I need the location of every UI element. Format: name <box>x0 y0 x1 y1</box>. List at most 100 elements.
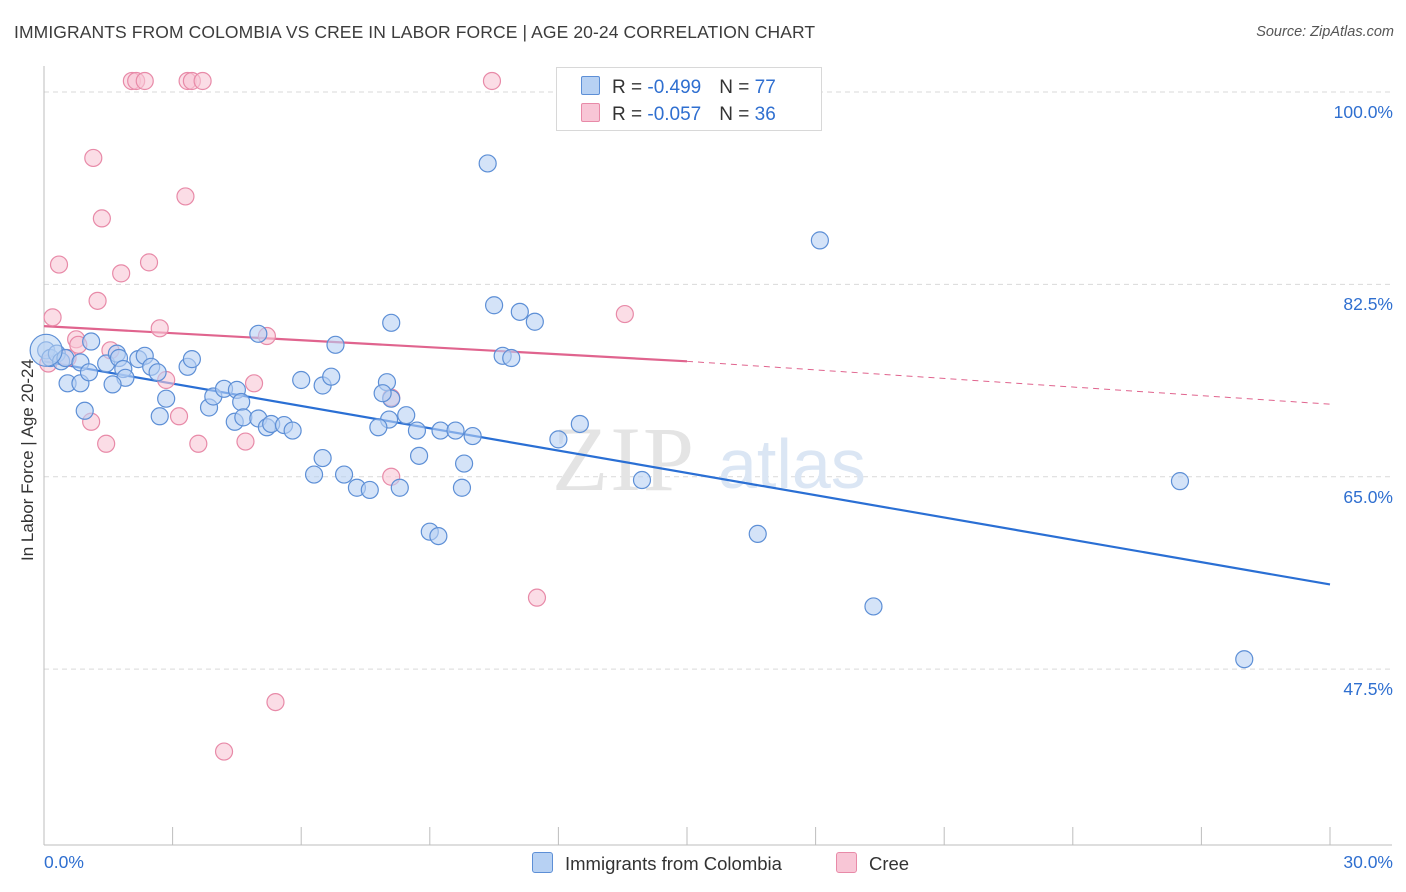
point-colombia <box>148 363 167 382</box>
point-colombia <box>373 384 392 403</box>
point-colombia <box>478 154 497 173</box>
point-colombia <box>632 470 652 490</box>
point-colombia <box>304 465 324 484</box>
legend-swatch-blue <box>532 852 553 873</box>
point-colombia <box>463 426 482 446</box>
legend-row-cree: R = -0.057 N = 36 <box>581 103 776 125</box>
legend-swatch-pink <box>581 103 600 122</box>
point-colombia <box>292 370 311 390</box>
point-colombia <box>407 421 427 440</box>
point-cree <box>193 71 212 91</box>
point-colombia <box>79 363 99 382</box>
legend-label-cree: Cree <box>869 853 910 874</box>
point-colombia <box>326 335 345 354</box>
point-colombia <box>570 414 589 434</box>
point-cree <box>84 148 103 168</box>
point-colombia <box>397 406 416 425</box>
point-colombia-cluster <box>29 333 63 367</box>
y-tick-label: 65.0% <box>1343 486 1393 507</box>
point-colombia <box>150 407 169 426</box>
point-colombia <box>1170 472 1190 491</box>
point-cree <box>169 407 189 426</box>
point-colombia <box>409 446 429 465</box>
bottom-legend-colombia[interactable]: Immigrants from Colombia <box>532 852 782 875</box>
legend-swatch-pink <box>836 852 857 873</box>
y-tick-label: 82.5% <box>1343 294 1393 315</box>
point-colombia <box>452 478 472 497</box>
trend-line-cree-extension <box>686 360 1331 405</box>
point-cree <box>189 434 208 453</box>
point-colombia <box>232 392 251 412</box>
point-cree <box>266 692 285 712</box>
point-colombia <box>485 296 504 315</box>
point-colombia <box>234 408 253 427</box>
legend-r-label: R = <box>612 104 648 125</box>
point-colombia <box>360 480 379 500</box>
point-colombia <box>82 332 101 351</box>
point-cree <box>176 187 195 206</box>
point-colombia <box>810 231 829 250</box>
point-colombia <box>103 375 122 394</box>
point-cree <box>135 71 154 91</box>
point-colombia <box>369 418 388 437</box>
point-cree <box>97 434 116 453</box>
point-colombia <box>748 524 767 544</box>
point-cree <box>482 71 502 91</box>
point-colombia <box>283 421 302 440</box>
point-colombia <box>249 324 268 343</box>
x-tick-label: 30.0% <box>1343 852 1393 872</box>
legend-row-colombia: R = -0.499 N = 77 <box>581 76 776 98</box>
legend-r-label: R = <box>612 77 648 98</box>
point-colombia <box>390 478 409 497</box>
y-tick-label: 100.0% <box>1333 101 1393 122</box>
legend-n-label: N = <box>719 104 755 125</box>
trend-lines <box>43 325 1331 586</box>
axes <box>43 66 1392 846</box>
point-cree <box>244 374 264 393</box>
trend-line-colombia <box>43 360 1331 586</box>
point-colombia <box>1235 650 1254 669</box>
legend-label-colombia: Immigrants from Colombia <box>565 853 782 874</box>
point-colombia <box>549 430 568 449</box>
point-colombia <box>502 348 521 368</box>
trend-line-cree <box>43 325 688 363</box>
point-cree <box>88 291 107 310</box>
point-cree <box>150 319 169 338</box>
point-colombia <box>182 350 201 369</box>
legend-r-value: -0.057 <box>647 104 702 125</box>
point-colombia <box>313 448 332 468</box>
chart-title: IMMIGRANTS FROM COLOMBIA VS CREE IN LABO… <box>14 22 816 42</box>
legend-n-value: 77 <box>754 77 776 98</box>
legend-n-value: 36 <box>754 104 776 125</box>
point-cree <box>49 255 69 274</box>
point-colombia <box>322 367 341 386</box>
point-colombia <box>334 465 354 484</box>
point-colombia <box>75 401 94 420</box>
point-cree <box>92 209 111 228</box>
bottom-legend-cree[interactable]: Cree <box>836 852 909 875</box>
point-colombia <box>157 389 176 408</box>
point-colombia <box>454 454 474 473</box>
legend-r-value: -0.499 <box>647 77 702 98</box>
source-credit: Source: ZipAtlas.com <box>1256 24 1394 40</box>
point-colombia <box>525 312 544 331</box>
legend-swatch-blue <box>581 76 600 95</box>
point-colombia <box>510 302 529 321</box>
point-cree <box>43 308 62 327</box>
point-cree <box>236 432 255 451</box>
point-colombia <box>382 313 401 332</box>
point-colombia <box>429 526 448 546</box>
data-points <box>29 71 1254 761</box>
point-cree <box>112 264 131 283</box>
point-colombia <box>864 597 883 616</box>
x-tick-label: 0.0% <box>44 852 84 872</box>
point-cree <box>527 588 547 607</box>
point-cree <box>214 742 234 761</box>
point-cree <box>615 304 634 324</box>
correlation-legend: R = -0.499 N = 77 R = -0.057 N = 36 <box>556 67 822 131</box>
point-cree <box>139 253 159 272</box>
point-colombia <box>446 421 465 440</box>
legend-n-label: N = <box>719 77 755 98</box>
y-tick-label: 47.5% <box>1343 679 1393 700</box>
